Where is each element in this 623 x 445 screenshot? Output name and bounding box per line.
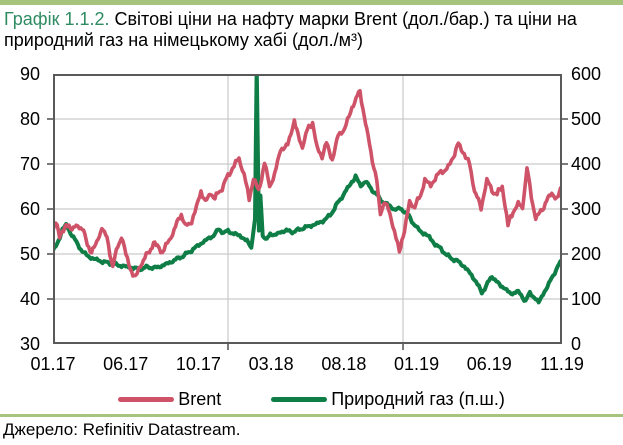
y-right-tick-0: 0 xyxy=(571,334,582,354)
y-left-tick-90: 90 xyxy=(19,64,40,84)
x-tick-03.18: 03.18 xyxy=(248,354,294,374)
title-line-2: природний газ на німецькому хабі (дол./м… xyxy=(4,30,363,50)
y-left-tick-70: 70 xyxy=(19,154,40,174)
page-title: Графік 1.1.2. Світові ціни на нафту марки… xyxy=(4,9,620,51)
title-number: Графік 1.1.2. xyxy=(4,9,110,29)
x-tick-08.18: 08.18 xyxy=(321,354,367,374)
title-text-1: Світові ціни на нафту марки Brent (дол./… xyxy=(114,9,577,29)
line-chart-plot-area xyxy=(47,74,568,350)
legend-label-gas: Природний газ (п.ш.) xyxy=(331,389,505,409)
y-right-tick-100: 100 xyxy=(571,289,602,309)
legend-item-gas: Природний газ (п.ш.) xyxy=(271,388,505,410)
x-tick-06.19: 06.19 xyxy=(466,354,512,374)
brent-price-line xyxy=(53,89,562,278)
y-left-tick-80: 80 xyxy=(19,109,40,129)
y-right-tick-300: 300 xyxy=(571,199,602,219)
y-left-tick-60: 60 xyxy=(19,199,40,219)
plot-border xyxy=(53,74,562,344)
x-tick-11.19: 11.19 xyxy=(540,354,584,374)
y-right-tick-600: 600 xyxy=(571,64,602,84)
y-left-tick-30: 30 xyxy=(19,334,40,354)
x-tick-06.17: 06.17 xyxy=(103,354,149,374)
bottom-divider xyxy=(0,414,623,417)
y-left-tick-50: 50 xyxy=(19,244,40,264)
gas-price-line xyxy=(53,74,562,305)
y-right-tick-200: 200 xyxy=(571,244,602,264)
title-line-1: Графік 1.1.2. Світові ціни на нафту марки… xyxy=(4,9,620,30)
x-tick-01.19: 01.19 xyxy=(394,354,440,374)
legend: Brent Природний газ (п.ш.) xyxy=(0,388,623,410)
y-right-tick-400: 400 xyxy=(571,154,602,174)
legend-label-brent: Brent xyxy=(178,389,222,409)
legend-item-brent: Brent xyxy=(118,388,221,410)
y-right-tick-500: 500 xyxy=(571,109,602,129)
x-tick-10.17: 10.17 xyxy=(175,354,221,374)
legend-swatch-gas xyxy=(271,396,328,402)
gridlines xyxy=(53,74,562,344)
legend-swatch-brent xyxy=(118,396,175,402)
x-tick-01.17: 01.17 xyxy=(30,354,76,374)
y-left-tick-40: 40 xyxy=(19,289,40,309)
top-accent-bar xyxy=(0,0,623,5)
axis-tick-marks xyxy=(47,118,568,350)
source-text: Джерело: Refinitiv Datastream. xyxy=(3,420,241,439)
